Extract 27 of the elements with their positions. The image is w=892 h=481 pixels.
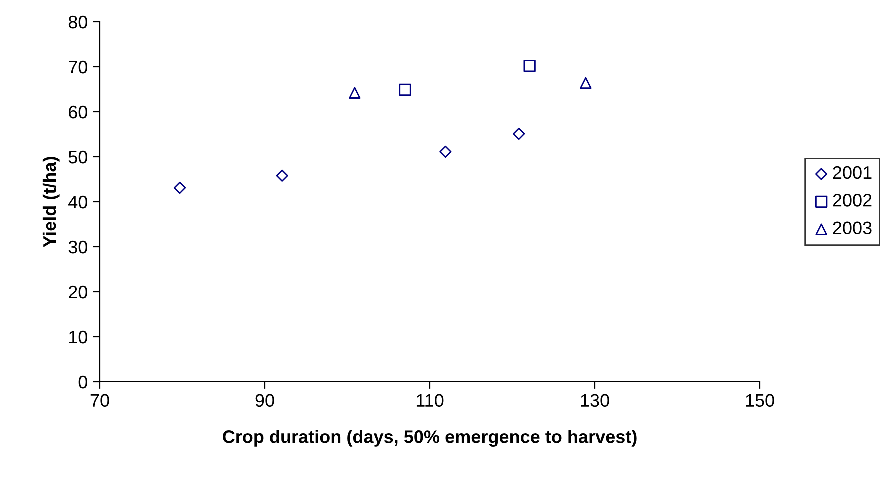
legend-label: 2001 xyxy=(833,166,872,180)
point xyxy=(580,77,592,90)
y-tick-label: 0 xyxy=(78,376,88,389)
y-tick-label: 30 xyxy=(68,240,88,254)
point xyxy=(349,87,361,99)
y-tick-label: 70 xyxy=(69,60,88,74)
y-axis-title: Yield (t/ha) xyxy=(42,157,60,248)
y-tick-label: 10 xyxy=(69,330,88,344)
x-tick-label: 70 xyxy=(90,394,110,408)
point xyxy=(513,128,526,140)
point xyxy=(524,60,536,72)
y-tick-label: 80 xyxy=(68,16,88,29)
y-tick-label: 20 xyxy=(69,286,88,299)
y-tick-label: 40 xyxy=(68,196,88,209)
x-tick-label: 130 xyxy=(581,394,610,408)
x-tick-label: 150 xyxy=(746,394,774,408)
y-tick-label: 60 xyxy=(69,106,88,119)
point xyxy=(440,146,452,158)
x-tick-label: 90 xyxy=(256,394,274,408)
point xyxy=(399,84,412,96)
legend-label: 2002 xyxy=(833,194,872,207)
point xyxy=(276,170,288,182)
legend-label: 2003 xyxy=(833,222,872,235)
x-axis-title: Crop duration (days, 50% emergence to harvest) xyxy=(223,430,637,447)
y-tick-label: 50 xyxy=(68,150,88,164)
point xyxy=(174,182,186,194)
x-tick-label: 110 xyxy=(416,394,444,408)
